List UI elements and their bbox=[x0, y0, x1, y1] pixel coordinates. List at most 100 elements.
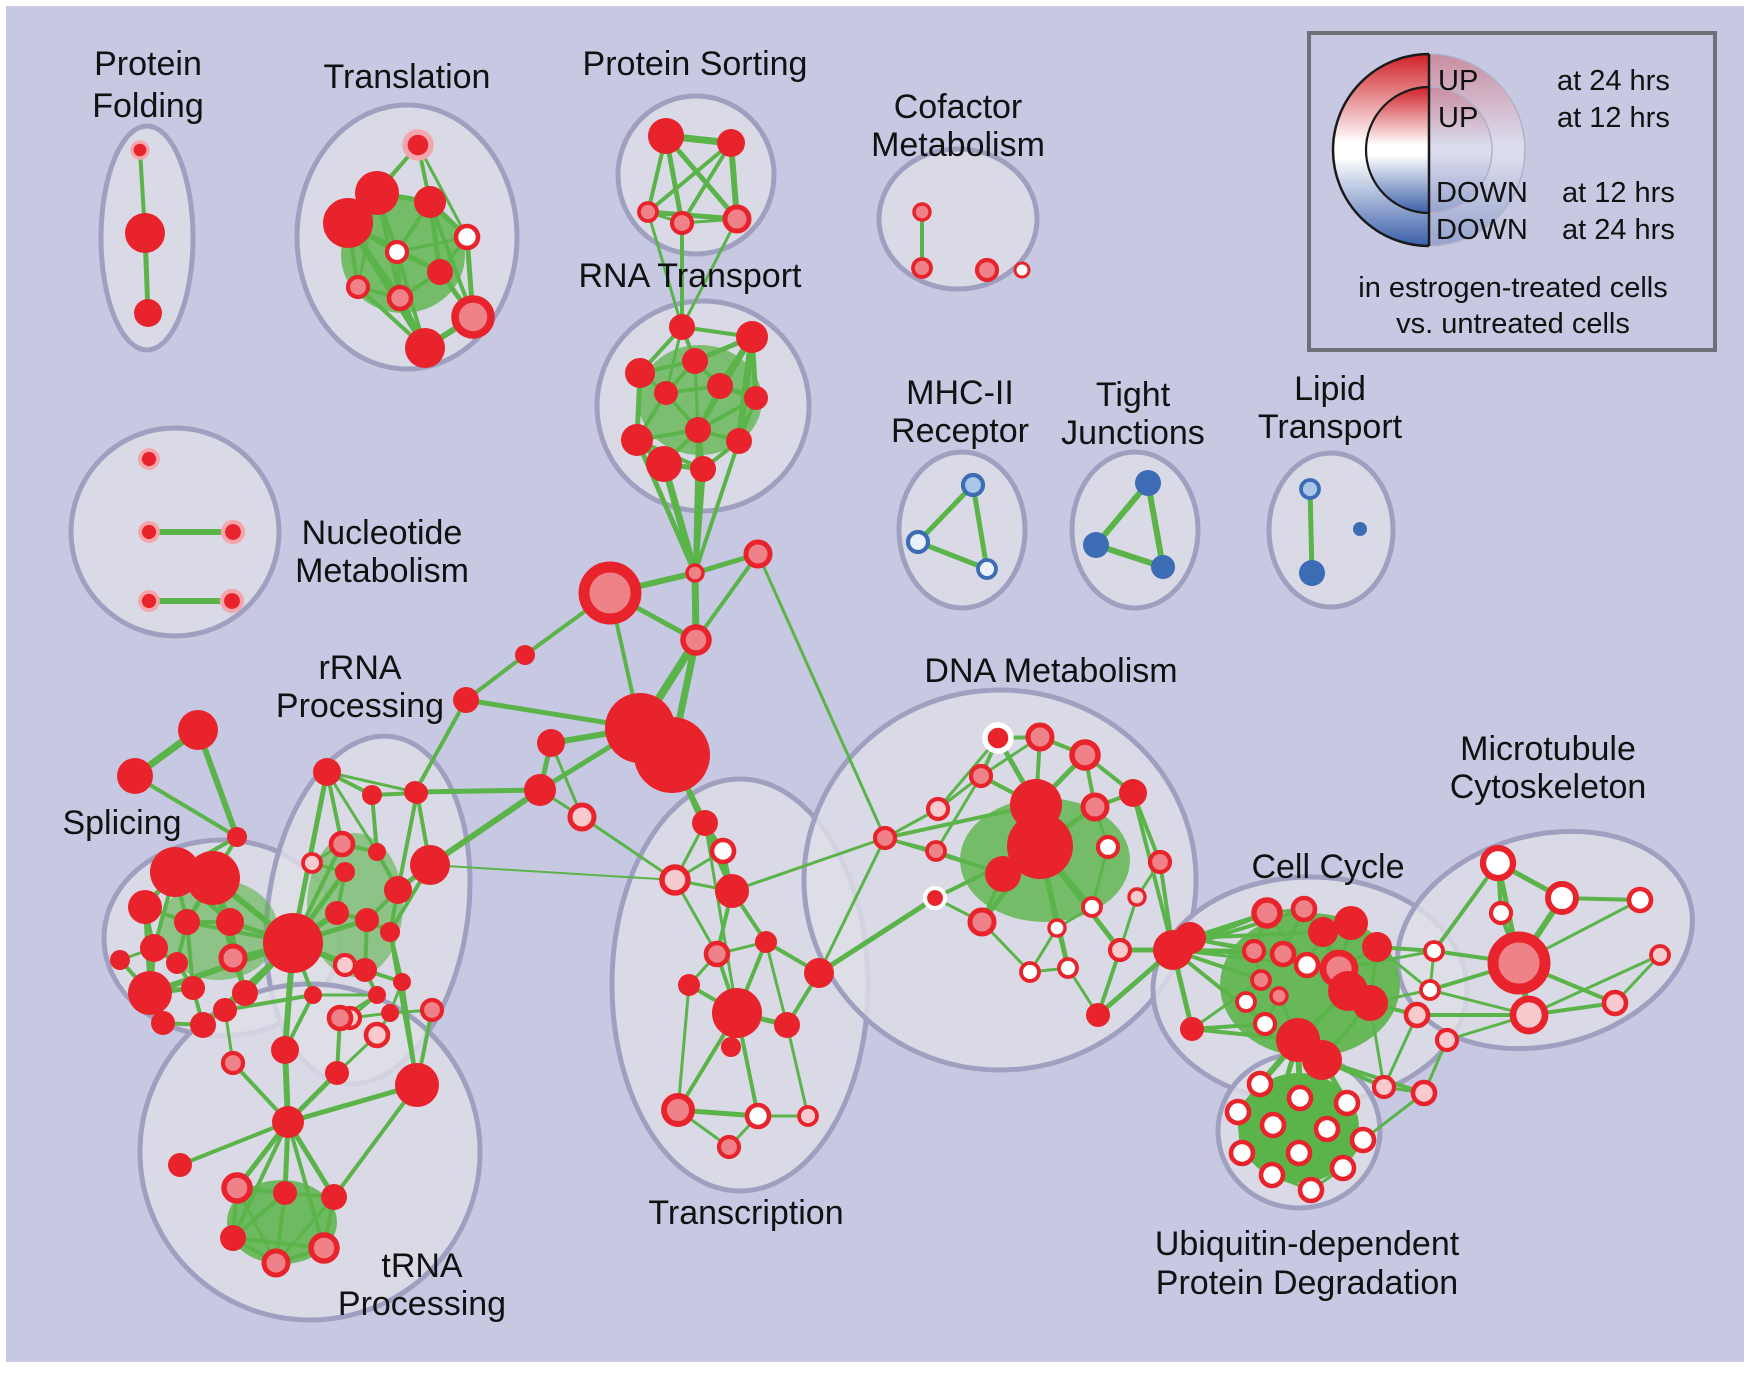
gene-node bbox=[1285, 1139, 1313, 1167]
interaction-edge bbox=[1191, 1022, 1266, 1031]
interaction-edge bbox=[694, 552, 760, 642]
cluster-label-cofactor-metabolism: Metabolism bbox=[871, 126, 1045, 164]
gene-node bbox=[335, 862, 355, 882]
gene-node bbox=[313, 758, 341, 786]
gene-node bbox=[1151, 555, 1175, 579]
cluster-label-cell-cycle: Cell Cycle bbox=[1251, 848, 1404, 886]
gene-node bbox=[1362, 932, 1392, 962]
gene-node bbox=[263, 913, 323, 973]
gene-node bbox=[1302, 1040, 1342, 1080]
gene-node bbox=[227, 827, 247, 847]
gene-node bbox=[722, 204, 752, 234]
interaction-edge bbox=[756, 553, 887, 839]
gene-node bbox=[1545, 881, 1579, 915]
gene-node bbox=[345, 274, 371, 300]
gene-node bbox=[685, 563, 705, 583]
gene-node bbox=[325, 901, 349, 925]
legend-time-label: at 24 hrs bbox=[1557, 65, 1670, 97]
interaction-edge bbox=[916, 483, 975, 544]
interaction-edge bbox=[287, 1082, 418, 1125]
gene-node bbox=[1246, 1070, 1274, 1098]
gene-node bbox=[168, 1153, 192, 1177]
gene-node bbox=[680, 624, 712, 656]
gene-node bbox=[190, 1012, 216, 1038]
cluster-label-lipid-transport: Lipid bbox=[1294, 370, 1366, 408]
gene-node bbox=[1241, 938, 1267, 964]
gene-node bbox=[1047, 918, 1067, 938]
gene-node bbox=[1147, 849, 1173, 875]
gene-node bbox=[925, 796, 951, 822]
gene-node bbox=[151, 1011, 175, 1035]
gene-node bbox=[1127, 887, 1147, 907]
gene-node bbox=[216, 908, 244, 936]
gene-node bbox=[326, 1004, 354, 1032]
gene-node bbox=[1293, 951, 1321, 979]
gene-node bbox=[1297, 1176, 1325, 1204]
gene-node bbox=[1334, 906, 1368, 940]
gene-node bbox=[1107, 937, 1133, 963]
interaction-edge bbox=[817, 837, 887, 974]
gene-node bbox=[381, 1004, 399, 1022]
gene-node bbox=[797, 1105, 819, 1127]
cluster-bubble-lipid-transport bbox=[1266, 450, 1396, 610]
gene-node bbox=[380, 922, 400, 942]
interaction-edge bbox=[581, 815, 676, 882]
gene-node bbox=[1180, 1017, 1204, 1041]
gene-node bbox=[669, 210, 695, 236]
interaction-edge bbox=[179, 1120, 289, 1167]
interaction-edge bbox=[133, 774, 239, 839]
gene-node bbox=[301, 852, 323, 874]
gene-node bbox=[578, 561, 642, 625]
gene-node bbox=[1286, 1084, 1314, 1112]
gene-node bbox=[174, 909, 200, 935]
gene-node bbox=[685, 417, 711, 443]
gene-node bbox=[905, 529, 931, 555]
interaction-edge bbox=[646, 211, 684, 328]
legend-box bbox=[1307, 31, 1717, 352]
gene-node bbox=[1019, 961, 1041, 983]
gene-node bbox=[755, 931, 777, 953]
gene-node bbox=[911, 257, 933, 279]
interaction-edge bbox=[1528, 953, 1661, 1017]
interaction-edge bbox=[785, 1024, 810, 1117]
gene-node bbox=[736, 321, 768, 353]
interaction-edge bbox=[731, 836, 886, 893]
gene-node bbox=[648, 118, 684, 154]
gene-node bbox=[395, 1063, 439, 1107]
gene-node bbox=[716, 1134, 742, 1160]
gene-node bbox=[669, 314, 695, 340]
cluster-label-mhc-ii-receptor: MHC-II bbox=[906, 374, 1014, 412]
gene-node bbox=[1329, 1154, 1357, 1182]
gene-node bbox=[384, 876, 412, 904]
interaction-edge bbox=[970, 484, 990, 570]
gene-node bbox=[982, 722, 1014, 754]
gene-node bbox=[967, 907, 997, 937]
interaction-edge bbox=[680, 218, 739, 328]
gene-node bbox=[1095, 834, 1121, 860]
gene-node bbox=[743, 539, 773, 569]
interaction-edge bbox=[693, 440, 741, 574]
gene-node bbox=[721, 1037, 741, 1057]
gene-node bbox=[453, 687, 479, 713]
gene-node bbox=[405, 328, 445, 368]
gene-node bbox=[637, 201, 659, 223]
legend-circle-right-half bbox=[1429, 53, 1526, 247]
gene-node bbox=[690, 456, 716, 482]
interaction-edge bbox=[396, 792, 419, 891]
cluster-labels: Protein Folding Translation Protein Sorting… bbox=[62, 45, 1646, 1323]
gene-node bbox=[271, 1036, 299, 1064]
gene-node bbox=[1509, 995, 1549, 1035]
interaction-edge bbox=[224, 993, 314, 1012]
gene-node bbox=[368, 843, 386, 861]
interaction-edge bbox=[676, 984, 691, 1111]
gene-node bbox=[134, 299, 162, 327]
gene-node bbox=[1252, 1011, 1278, 1037]
gene-node bbox=[1083, 532, 1109, 558]
gene-node bbox=[692, 810, 718, 836]
gene-node bbox=[363, 1021, 391, 1049]
gene-node bbox=[1434, 1027, 1460, 1053]
gene-node bbox=[1025, 722, 1055, 752]
cluster-bubble-protein-sorting bbox=[615, 93, 777, 257]
cluster-label-cofactor-metabolism: Cofactor bbox=[894, 88, 1023, 126]
